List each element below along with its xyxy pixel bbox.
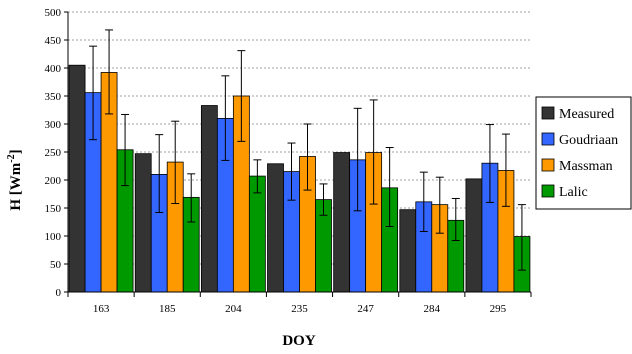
legend-label-measured: Measured <box>559 107 614 122</box>
y-tick-label: 50 <box>50 259 62 271</box>
y-tick-label: 200 <box>45 175 62 187</box>
y-tick-label: 500 <box>45 7 62 19</box>
bar-measured <box>267 163 284 293</box>
y-tick-label: 450 <box>45 35 62 47</box>
y-tick-label: 350 <box>45 91 62 103</box>
x-tick-label: 295 <box>490 303 507 315</box>
legend-swatch-lalic <box>541 184 555 198</box>
legend-label-lalic: Lalic <box>559 185 588 200</box>
y-tick-label: 0 <box>56 287 62 299</box>
bar-measured <box>200 105 218 293</box>
legend-label-goudriaan: Goudriaan <box>559 133 618 148</box>
y-tick-label: 100 <box>45 231 62 243</box>
y-tick-label: 250 <box>45 147 62 159</box>
legend-swatch-goudriaan <box>541 132 555 146</box>
error-bars <box>89 29 526 271</box>
y-axis-title: H [Wm-2] <box>6 149 24 210</box>
y-tick-label: 150 <box>45 203 62 215</box>
x-tick-label: 284 <box>424 303 441 315</box>
x-tick-label: 185 <box>159 303 176 315</box>
x-tick-label: 235 <box>291 303 308 315</box>
axes: 0 50 100 150 200 250 300 350 400 450 500 163 185 204 2… <box>45 7 532 315</box>
legend-swatch-measured <box>541 106 555 120</box>
x-tick-label: 247 <box>357 303 374 315</box>
bar-measured <box>399 209 417 293</box>
legend-swatch-massman <box>541 158 555 172</box>
bar-measured <box>333 152 351 293</box>
y-axis-title-main: H [Wm <box>8 162 24 210</box>
x-axis-title: DOY <box>282 333 316 349</box>
bar-measured <box>68 64 86 293</box>
y-tick-label: 400 <box>45 63 62 75</box>
y-axis-title-close: ] <box>8 149 24 154</box>
legend: Measured Goudriaan Massman Lalic <box>535 96 632 210</box>
y-axis-title-superscript: -2 <box>6 154 17 162</box>
bar-measured <box>134 153 152 293</box>
bars <box>68 64 531 293</box>
legend-label-massman: Massman <box>559 159 613 174</box>
x-tick-label: 204 <box>225 303 242 315</box>
svg-text:H [Wm-2]: H [Wm-2] <box>6 149 24 210</box>
y-tick-label: 300 <box>45 119 62 131</box>
x-tick-label: 163 <box>93 303 110 315</box>
bar-lalic <box>248 175 266 293</box>
bar-measured <box>465 178 483 293</box>
